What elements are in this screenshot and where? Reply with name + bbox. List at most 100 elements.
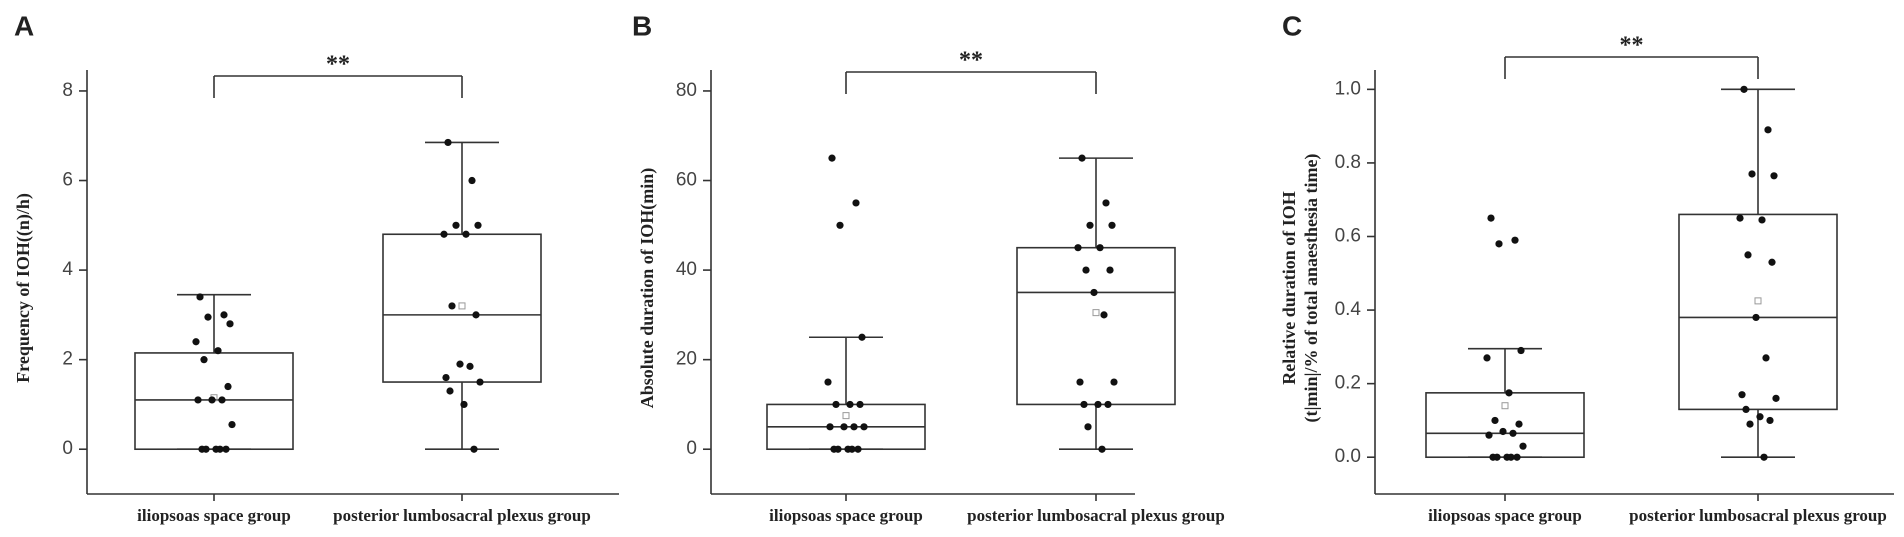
data-point (836, 221, 844, 229)
data-point (1491, 416, 1499, 425)
data-point (1748, 170, 1756, 178)
data-point (1511, 236, 1519, 244)
data-point (1499, 427, 1507, 436)
data-point (846, 400, 854, 409)
y-tick-label: 2 (62, 349, 73, 370)
data-point (1104, 400, 1112, 409)
data-point (1086, 221, 1094, 229)
x-tick-label: iliopsoas space group (1428, 506, 1582, 525)
data-point (1076, 378, 1084, 386)
data-point (856, 400, 864, 409)
y-axis-title: (t|min|/% of total anaesthesia time) (1301, 154, 1322, 423)
data-point (1082, 266, 1090, 274)
data-point (196, 293, 204, 301)
data-point (222, 445, 230, 453)
data-point (194, 396, 202, 404)
data-point (468, 176, 476, 185)
data-point (1766, 416, 1774, 425)
box (382, 233, 542, 383)
x-tick-label: posterior lumbosacral plexus group (967, 506, 1225, 525)
data-point (1770, 172, 1778, 180)
data-point (1738, 391, 1746, 399)
y-tick-label: 0 (686, 438, 697, 459)
data-point (1746, 420, 1754, 428)
data-point (824, 378, 832, 386)
data-point (1098, 445, 1106, 453)
data-point (1090, 288, 1098, 297)
data-point (1483, 354, 1491, 362)
data-point (214, 347, 222, 355)
data-point (226, 320, 234, 328)
data-point (216, 445, 224, 453)
data-point (1485, 431, 1493, 439)
data-point (1505, 389, 1513, 397)
data-point (1495, 240, 1503, 248)
data-point (220, 311, 228, 319)
mean-marker (1092, 309, 1100, 317)
x-tick-label: posterior lumbosacral plexus group (333, 506, 591, 525)
data-point (1752, 313, 1760, 322)
data-point (224, 382, 232, 391)
y-tick-label: 6 (62, 170, 73, 191)
y-axis-title: Absolute duration of IOH(min) (637, 168, 658, 409)
y-tick-label: 0.8 (1335, 152, 1361, 173)
data-point (1519, 442, 1527, 450)
y-tick-label: 80 (676, 80, 697, 101)
data-point (1736, 214, 1744, 222)
data-point (850, 423, 858, 431)
data-point (1740, 85, 1748, 93)
panel-label: C (1282, 10, 1302, 41)
y-axis-title: Relative duration of IOH (1279, 191, 1299, 385)
data-point (1096, 244, 1104, 252)
data-point (460, 400, 468, 409)
data-point (852, 199, 860, 207)
data-point (840, 423, 848, 431)
data-point (858, 333, 866, 341)
data-point (1517, 346, 1525, 355)
data-point (1084, 423, 1092, 431)
data-point (1102, 199, 1110, 207)
data-point (1758, 216, 1766, 224)
y-tick-label: 4 (62, 259, 73, 280)
data-point (1515, 420, 1523, 428)
data-point (1074, 244, 1082, 252)
y-tick-label: 1.0 (1335, 78, 1361, 99)
data-point (1078, 154, 1086, 162)
data-point (828, 154, 836, 162)
data-point (1772, 394, 1780, 402)
data-point (202, 445, 210, 453)
data-point (442, 373, 450, 382)
y-tick-label: 0.6 (1335, 226, 1361, 247)
box (1678, 213, 1838, 411)
data-point (1108, 221, 1116, 229)
y-tick-label: 8 (62, 80, 73, 101)
data-point (826, 423, 834, 431)
x-tick-label: iliopsoas space group (769, 506, 923, 525)
y-tick-label: 0.2 (1335, 373, 1361, 394)
data-point (1509, 429, 1517, 437)
data-point (448, 302, 456, 310)
data-point (456, 360, 464, 368)
y-tick-label: 0 (62, 438, 73, 459)
data-point (860, 423, 868, 431)
data-point (832, 400, 840, 409)
data-point (192, 338, 200, 346)
data-point (1507, 453, 1515, 461)
data-point (1493, 453, 1501, 461)
data-point (1756, 413, 1764, 421)
data-point (200, 356, 208, 364)
data-point (446, 387, 454, 395)
data-point (444, 138, 452, 147)
data-point (452, 221, 460, 229)
x-tick-label: posterior lumbosacral plexus group (1629, 506, 1887, 525)
box (1016, 246, 1176, 406)
data-point (440, 230, 448, 238)
data-point (218, 396, 226, 404)
data-point (1760, 453, 1768, 461)
data-point (1744, 251, 1752, 259)
data-point (474, 221, 482, 229)
data-point (1110, 378, 1118, 386)
data-point (204, 313, 212, 321)
data-point (1768, 258, 1776, 266)
